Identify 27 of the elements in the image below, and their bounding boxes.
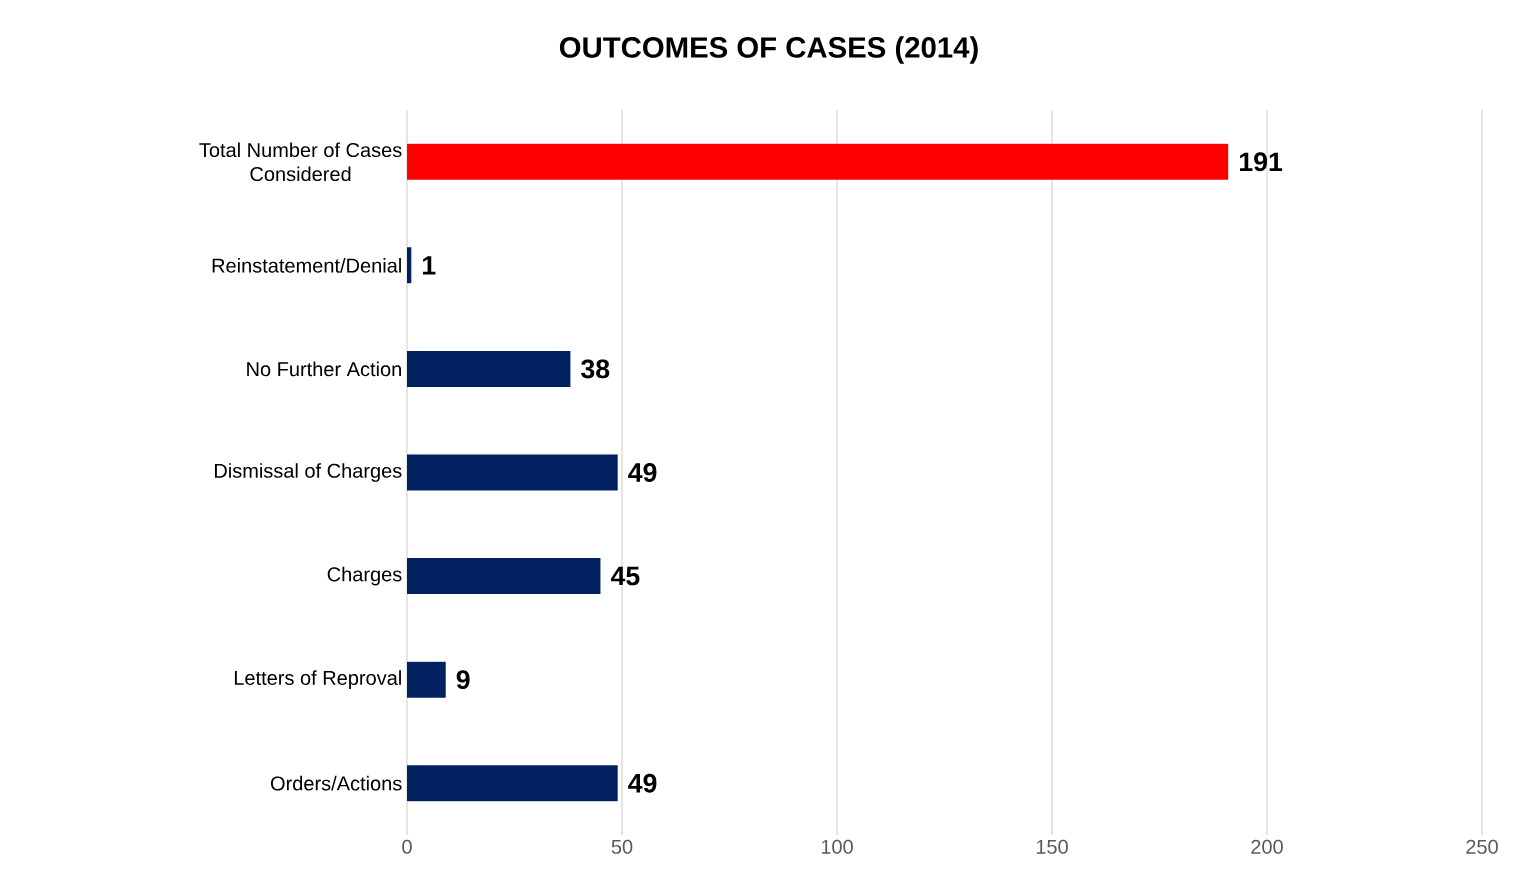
data-label: 45 bbox=[610, 566, 640, 586]
data-label: 38 bbox=[581, 359, 610, 379]
y-tick-label: Total Number of Cases Considered bbox=[199, 142, 402, 182]
bar bbox=[407, 661, 446, 698]
x-tick-label: 150 bbox=[1036, 839, 1068, 854]
data-label: 49 bbox=[628, 463, 657, 482]
y-tick-label: Reinstatement/Denial bbox=[212, 258, 401, 273]
data-label: 49 bbox=[628, 773, 657, 793]
x-tick-label: 100 bbox=[821, 839, 853, 854]
bar bbox=[407, 558, 601, 595]
bar bbox=[407, 454, 618, 491]
x-tick-label: 0 bbox=[402, 839, 412, 854]
y-tick-label: No Further Action bbox=[247, 361, 401, 377]
bar bbox=[407, 143, 1229, 180]
data-label: 1 bbox=[423, 256, 436, 275]
x-tick-label: 250 bbox=[1466, 839, 1498, 854]
y-tick-label: Letters of Reproval bbox=[234, 670, 401, 689]
x-tick-label: 200 bbox=[1251, 839, 1283, 854]
chart-title: OUTCOMES OF CASES (2014) bbox=[559, 36, 978, 64]
data-label: 9 bbox=[456, 670, 470, 690]
y-tick-label: Dismissal of Charges bbox=[214, 463, 402, 482]
data-label: 191 bbox=[1240, 152, 1283, 172]
bar bbox=[407, 765, 618, 802]
bar bbox=[407, 350, 571, 387]
y-tick-label: Orders/Actions bbox=[270, 775, 402, 791]
y-tick-label: Charges bbox=[327, 566, 402, 586]
x-tick-label: 50 bbox=[611, 839, 633, 854]
